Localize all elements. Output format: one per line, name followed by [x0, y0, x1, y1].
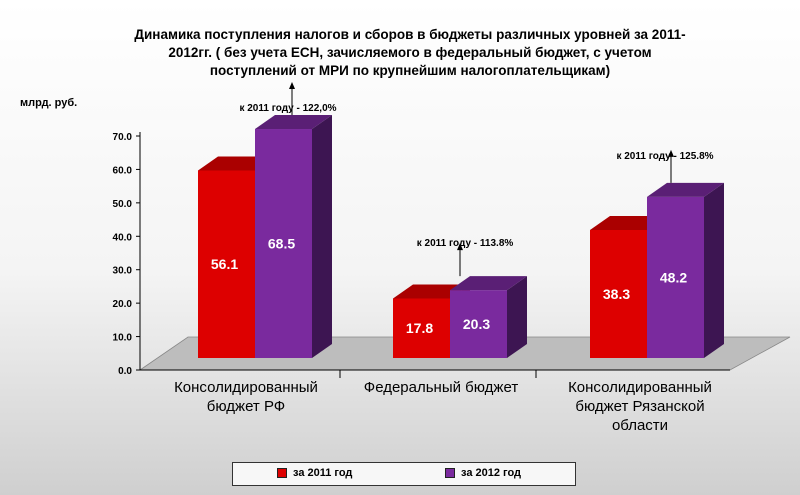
bar-top — [450, 276, 527, 291]
bar — [255, 129, 312, 358]
legend-item-2011: за 2011 год — [277, 467, 352, 479]
data-label: 68.5 — [268, 236, 295, 252]
legend-label-2012: за 2012 год — [461, 467, 522, 479]
y-tick-label: 20.0 — [113, 299, 133, 310]
legend-label-2011: за 2011 год — [293, 467, 353, 479]
category-label: бюджет РФ — [207, 398, 285, 415]
growth-annotation: к 2011 году - 125.8% — [616, 151, 713, 162]
y-tick-label: 40.0 — [113, 232, 133, 243]
legend-item-2012: за 2012 год — [445, 467, 521, 479]
bar — [647, 196, 704, 358]
bar-side — [704, 182, 724, 358]
bar — [393, 298, 450, 358]
growth-annotation: к 2011 году - 113.8% — [417, 238, 514, 249]
bar — [450, 290, 507, 358]
y-tick-label: 0.0 — [118, 366, 132, 377]
bar-top — [647, 182, 724, 197]
bar-side — [312, 115, 332, 358]
data-label: 38.3 — [603, 286, 630, 302]
y-tick-label: 70.0 — [113, 132, 133, 143]
data-label: 20.3 — [463, 316, 490, 332]
legend-swatch-2011 — [277, 468, 287, 478]
growth-arrow-head — [668, 149, 674, 157]
bar — [590, 229, 647, 358]
data-label: 17.8 — [406, 320, 433, 336]
category-label: области — [612, 417, 668, 434]
bar — [198, 170, 255, 358]
category-label: Консолидированный — [568, 379, 712, 396]
chart-title: Динамика поступления налогов и сборов в … — [134, 27, 686, 78]
data-label: 48.2 — [660, 269, 687, 285]
category-label: бюджет Рязанской — [575, 398, 704, 415]
y-tick-label: 30.0 — [113, 266, 133, 277]
bar-top — [255, 115, 332, 130]
legend: за 2011 год за 2012 год — [232, 462, 576, 486]
y-axis-label: млрд. руб. — [20, 97, 78, 109]
y-tick-label: 10.0 — [113, 333, 133, 344]
category-label: Консолидированный — [174, 379, 318, 396]
growth-arrow-head — [457, 243, 463, 251]
data-label: 56.1 — [211, 256, 238, 272]
legend-swatch-2012 — [445, 468, 455, 478]
growth-annotation: к 2011 году - 122,0% — [239, 103, 336, 114]
growth-arrow-head — [289, 82, 295, 90]
bar-side — [507, 276, 527, 358]
y-tick-label: 50.0 — [113, 199, 133, 210]
y-tick-label: 60.0 — [113, 165, 133, 176]
category-label: Федеральный бюджет — [364, 379, 519, 396]
